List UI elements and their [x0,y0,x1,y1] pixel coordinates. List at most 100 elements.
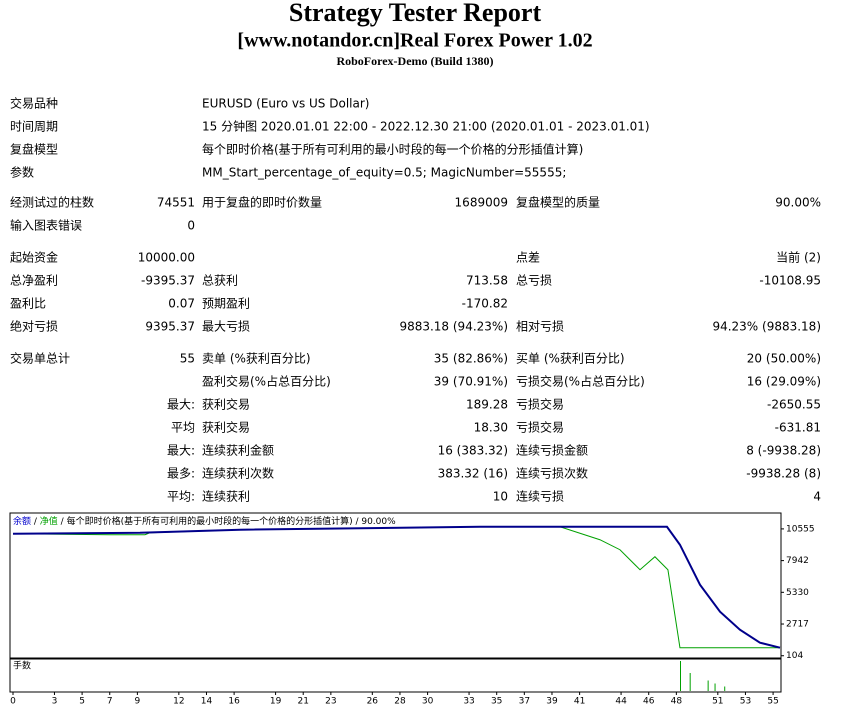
legend-item: 余额 [13,515,31,527]
subtitle: [www.notandor.cn]Real Forex Power 1.02 [237,30,592,52]
x-tick-label: 28 [394,697,406,707]
stat-value: 74551 [157,196,195,210]
stat-label: 总净盈利 [10,274,58,288]
stat-value: 平均 [171,421,195,435]
stat-value: 9883.18 (94.23%) [399,320,508,334]
stat-label: 总亏损 [516,274,552,288]
x-tick-label: 12 [173,697,184,707]
stat-value: 16 (29.09%) [747,375,821,389]
stat-label: 连续亏损金额 [516,443,588,458]
stat-value: 16 (383.32) [438,444,508,458]
stat-label: 点差 [516,251,540,265]
stat-value: -2650.55 [767,398,821,412]
y-tick-label: 2717 [786,620,809,630]
info-label: 时间周期 [10,120,58,134]
stat-value: 0 [187,219,195,233]
stat-value: 4 [813,490,821,504]
stat-value: -631.81 [775,421,821,435]
stat-label: 买单 (%获利百分比) [516,352,625,366]
stat-value: 平均: [167,490,195,504]
x-tick-label: 41 [574,697,585,707]
stat-value: 55 [180,352,195,366]
stat-label: 总获利 [202,274,238,288]
legend-item: / [31,517,40,527]
x-tick-label: 7 [107,697,113,707]
stat-value: 1689009 [455,196,508,210]
stat-value: 10000.00 [138,251,195,265]
legend-item: 净值 [40,515,58,527]
info-label: 参数 [10,165,34,180]
stat-label: 卖单 (%获利百分比) [202,352,311,366]
stat-value: 9395.37 [145,320,195,334]
legend-item: 90.00% [361,517,396,527]
info-label: 复盘模型 [10,142,58,157]
stat-label: 复盘模型的质量 [516,195,600,210]
stat-label: 连续获利 [202,489,250,504]
x-tick-label: 39 [546,697,558,707]
y-tick-label: 7942 [786,556,809,566]
x-tick-label: 33 [463,697,474,707]
stat-label: 连续亏损次数 [516,466,588,481]
x-tick-label: 23 [325,697,336,707]
x-tick-label: 3 [52,697,58,707]
x-tick-label: 55 [767,697,778,707]
info-value: 每个即时价格(基于所有可利用的最小时段的每一个价格的分形插值计算) [202,142,583,157]
y-tick-label: 5330 [786,588,809,598]
stat-label: 获利交易 [202,397,250,412]
stat-value: 18.30 [474,421,508,435]
stat-value: 最大: [167,398,195,412]
x-tick-label: 14 [201,697,213,707]
stat-label: 绝对亏损 [10,319,58,334]
stat-label: 亏损交易 [516,420,564,435]
stat-label: 亏损交易 [516,397,564,412]
stat-label: 获利交易 [202,420,250,435]
x-tick-label: 19 [270,697,282,707]
x-tick-label: 26 [367,697,379,707]
legend-item: / [58,517,67,527]
x-tick-label: 53 [740,697,751,707]
stat-label: 交易单总计 [10,351,70,366]
stat-value: -170.82 [462,297,508,311]
stat-value: 10 [493,490,508,504]
series-line [12,526,780,649]
stat-label: 盈利比 [10,297,46,311]
stat-label: 经测试过的柱数 [10,195,94,210]
stat-label: 预期盈利 [202,297,250,311]
stat-value: 383.32 (16) [438,467,508,481]
y-tick-label: 104 [786,651,803,661]
stat-value: 0.07 [168,297,195,311]
stat-value: -9395.37 [141,274,195,288]
x-tick-label: 5 [79,697,85,707]
series-line [12,525,781,649]
x-tick-label: 30 [422,697,434,707]
stat-value: 8 (-9938.28) [746,444,821,458]
stat-label: 输入图表错误 [10,218,82,233]
chart-frame [9,512,782,659]
stat-label: 起始资金 [10,250,58,265]
y-tick-label: 10555 [786,524,815,534]
title: Strategy Tester Report [289,0,542,27]
stat-label: 连续亏损 [516,489,564,504]
stat-value: 713.58 [466,274,508,288]
info-label: 交易品种 [10,96,58,111]
stat-label: 连续获利金额 [202,443,274,458]
lots-frame [9,658,782,693]
stat-label: 最大亏损 [202,320,250,334]
legend-item: / [353,517,362,527]
x-tick-label: 21 [297,697,308,707]
x-tick-label: 37 [519,697,530,707]
x-tick-label: 51 [712,697,723,707]
stat-label: 亏损交易(%占总百分比) [516,374,645,389]
x-tick-label: 9 [135,697,141,707]
info-value: 15 分钟图 2020.01.01 22:00 - 2022.12.30 21:… [202,119,650,134]
x-tick-label: 48 [671,697,683,707]
stat-value: 20 (50.00%) [747,352,821,366]
stat-value: 35 (82.86%) [434,352,508,366]
stat-value: 189.28 [466,398,508,412]
x-tick-label: 46 [643,697,655,707]
x-tick-label: 44 [615,697,627,707]
x-tick-label: 16 [228,697,240,707]
stat-value: 94.23% (9883.18) [712,320,821,334]
